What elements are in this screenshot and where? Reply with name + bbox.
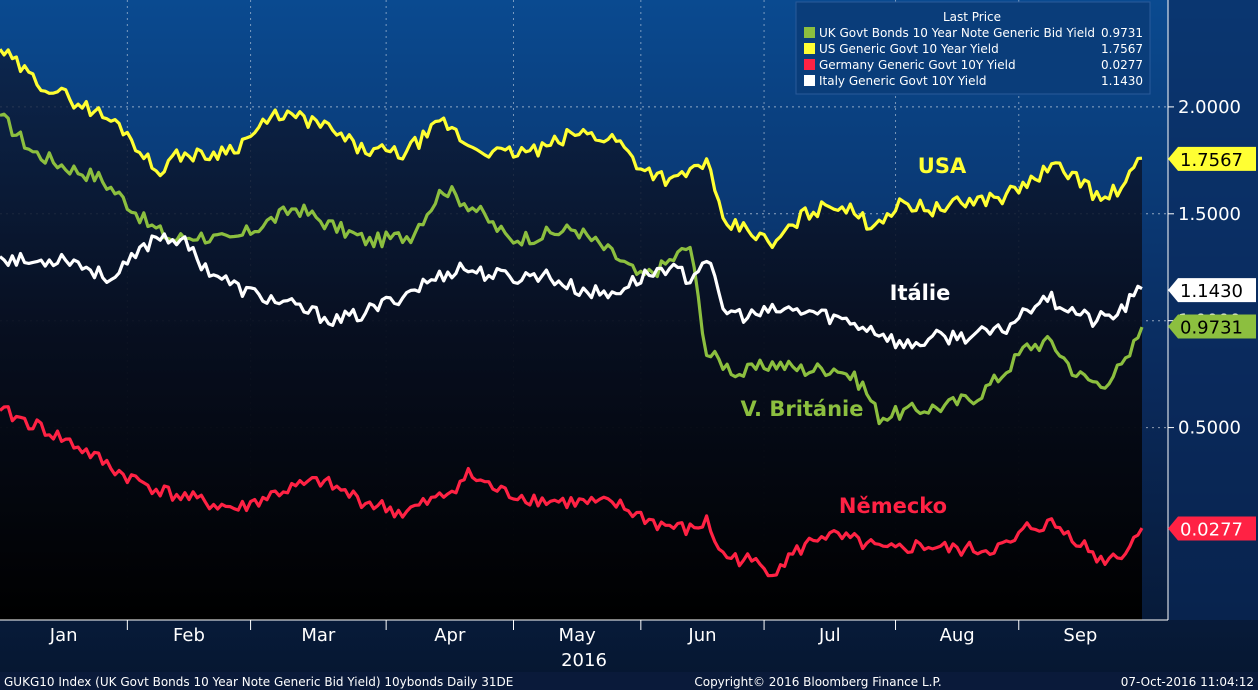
legend-swatch-us	[804, 43, 815, 54]
x-tick-label: May	[559, 625, 597, 646]
x-tick-label: Jan	[49, 625, 78, 646]
x-tick-label: Apr	[434, 625, 466, 646]
legend-title: Last Price	[943, 10, 1001, 24]
badge-value: 1.7567	[1180, 150, 1243, 171]
badge-us: 1.7567	[1168, 146, 1256, 171]
footer-bar	[0, 672, 1258, 690]
legend-box	[795, 1, 1151, 95]
y-tick-label: 2.0000	[1178, 97, 1241, 118]
legend-label-it: Italy Generic Govt 10Y Yield	[819, 74, 986, 88]
x-axis-ticks: Jan Feb Mar Apr May Jun Jul Aug Sep	[49, 620, 1097, 646]
series-line-us	[0, 48, 1143, 249]
legend-swatch-de	[804, 59, 815, 70]
footer-left: GUKG10 Index (UK Govt Bonds 10 Year Note…	[4, 675, 513, 689]
series-line-de	[0, 405, 1144, 578]
badge-value: 0.0277	[1180, 520, 1243, 541]
legend-value-de: 0.0277	[1101, 58, 1143, 72]
legend-label-de: Germany Generic Govt 10Y Yield	[819, 58, 1016, 72]
legend-value-uk: 0.9731	[1101, 26, 1143, 40]
series-lines	[0, 48, 1144, 578]
badge-value: 1.1430	[1180, 281, 1243, 302]
badge-shape	[1168, 146, 1256, 171]
badge-it: 1.1430	[1168, 278, 1256, 303]
legend-value-it: 1.1430	[1101, 74, 1143, 88]
legend-swatch-uk	[804, 27, 815, 38]
series-annotations: V. Británie USA Německo Itálie	[741, 154, 967, 518]
footer-right: 07-Oct-2016 11:04:12	[1121, 675, 1254, 689]
badge-de: 0.0277	[1168, 516, 1256, 541]
x-tick-label: Jul	[818, 625, 841, 646]
area-under-us	[0, 49, 1142, 620]
x-tick-label: Sep	[1063, 625, 1097, 646]
x-tick-label: Aug	[940, 625, 975, 646]
footer-center: Copyright© 2016 Bloomberg Finance L.P.	[694, 675, 941, 689]
area-fill	[0, 49, 1142, 620]
series-line-it	[0, 232, 1143, 350]
x-axis-year-label: 2016	[561, 650, 607, 671]
badge-value: 0.9731	[1180, 317, 1243, 338]
last-price-badges: 0.9731 1.7567 0.0277 1.1430	[1168, 146, 1256, 541]
y-tick-label: 1.5000	[1178, 204, 1241, 225]
series-line-uk	[0, 112, 1144, 426]
badge-shape	[1168, 314, 1256, 339]
x-tick-label: Feb	[173, 625, 205, 646]
annotation-us: USA	[918, 154, 967, 178]
legend: Last Price UK Govt Bonds 10 Year Note Ge…	[795, 1, 1151, 95]
annotation-de: Německo	[839, 494, 947, 518]
legend-value-us: 1.7567	[1101, 42, 1143, 56]
badge-shape	[1168, 516, 1256, 541]
badge-shape	[1168, 278, 1256, 303]
x-tick-label: Mar	[301, 625, 336, 646]
y-tick-label: 0.5000	[1178, 418, 1241, 439]
annotation-uk: V. Británie	[741, 397, 864, 421]
legend-label-us: US Generic Govt 10 Year Yield	[819, 42, 999, 56]
legend-items: UK Govt Bonds 10 Year Note Generic Bid Y…	[804, 26, 1143, 88]
x-tick-label: Jun	[687, 625, 716, 646]
legend-label-uk: UK Govt Bonds 10 Year Note Generic Bid Y…	[819, 26, 1095, 40]
legend-swatch-it	[804, 75, 815, 86]
annotation-it: Itálie	[890, 281, 951, 305]
badge-uk: 0.9731	[1168, 314, 1256, 339]
